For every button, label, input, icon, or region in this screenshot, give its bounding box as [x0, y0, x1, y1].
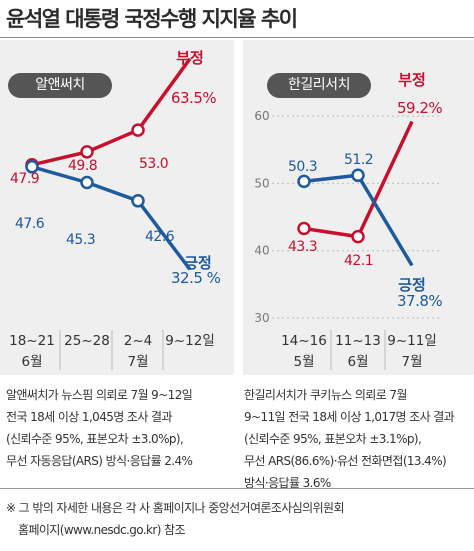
survey-note-left: 알앤써치가 뉴스핌 의뢰로 7월 9~12일 전국 18세 이상 1,045명 … [6, 384, 193, 472]
survey-note-right: 한길리서치가 쿠키뉴스 의뢰로 7월 9~11일 전국 18세 이상 1,017… [244, 384, 455, 494]
left-data-point [131, 194, 145, 208]
left-series-name: 부정 [176, 49, 204, 67]
left-x-tick-label: 18~21 [9, 333, 55, 349]
pollster-label-right: 한길리서치 [267, 73, 371, 98]
left-data-point [80, 145, 94, 159]
title-divider [0, 37, 474, 38]
left-x-tick-sublabel: 6월 [21, 354, 42, 370]
footnote-divider [0, 488, 474, 489]
left-series-line [31, 57, 192, 167]
right-data-label: 43.3 [288, 239, 317, 255]
right-data-label: 59.2% [397, 99, 442, 117]
note-line: 한길리서치가 쿠키뉴스 의뢰로 7월 [244, 388, 407, 402]
right-y-tick-label: 30 [254, 311, 269, 325]
left-data-label: 49.8 [68, 158, 97, 174]
right-x-tick-sublabel: 6월 [347, 354, 368, 370]
note-line: 알앤써치가 뉴스핌 의뢰로 7월 9~12일 [6, 388, 193, 402]
pollster-label-left: 알앤써치 [8, 73, 112, 98]
footnote: ※ 그 밖의 자세한 내용은 각 사 홈페이지나 중앙선거여론조사심의위원회 홈… [6, 497, 345, 541]
left-data-label: 42.6 [145, 229, 175, 245]
note-line: 방식·응답률 3.6% [244, 476, 331, 490]
right-data-label: 42.1 [344, 253, 373, 269]
left-data-label: 53.0 [139, 156, 168, 172]
note-line: (신뢰수준 95%, 표본오차 ±3.1%p), [244, 432, 422, 446]
right-data-point [297, 221, 311, 236]
right-data-point [351, 168, 365, 183]
left-series-line [31, 165, 192, 271]
left-x-tick-sublabel: 7월 [127, 354, 148, 370]
note-line: 전국 18세 이상 1,045명 조사 결과 [6, 410, 173, 424]
right-y-tick-label: 50 [254, 176, 269, 190]
left-data-label: 63.5% [171, 89, 216, 107]
right-data-label: 51.2 [344, 152, 373, 168]
right-series-name: 부정 [398, 71, 426, 89]
right-x-tick-label: 9~11일 [387, 333, 437, 349]
left-x-tick-label: 25~28 [64, 333, 110, 349]
footnote-line: 홈페이지(www.nesdc.go.kr) 참조 [18, 523, 185, 537]
left-data-point [80, 175, 94, 190]
right-series-name: 긍정 [398, 276, 426, 294]
note-line: (신뢰수준 95%, 표본오차 ±3.0%p), [6, 432, 184, 446]
left-data-point [25, 160, 39, 174]
right-data-point [351, 229, 365, 244]
right-x-tick-label: 14~16 [281, 333, 327, 349]
left-data-point [131, 123, 145, 137]
left-x-tick-label: 2~4 [124, 333, 153, 349]
left-series-name: 긍정 [184, 254, 212, 272]
left-data-label: 32.5 % [171, 269, 221, 287]
left-x-tick-label: 9~12일 [165, 333, 215, 349]
left-data-label: 47.9 [10, 171, 39, 187]
right-series-line [303, 173, 414, 267]
right-data-label: 37.8% [397, 292, 442, 310]
footnote-line: ※ 그 밖의 자세한 내용은 각 사 홈페이지나 중앙선거여론조사심의위원회 [6, 501, 345, 515]
note-line: 무선 자동응답(ARS) 방식·응답률 2.4% [6, 454, 193, 468]
page-title: 윤석열 대통령 국정수행 지지율 추이 [6, 7, 298, 31]
note-line: 무선 ARS(86.6%)·유선 전화면접(13.4%) [244, 454, 447, 468]
right-x-tick-sublabel: 7월 [401, 354, 422, 370]
left-data-label: 45.3 [66, 232, 95, 248]
note-line: 9~11일 전국 18세 이상 1,017명 조사 결과 [244, 410, 455, 424]
right-x-tick-label: 11~13 [335, 333, 381, 349]
right-y-tick-label: 60 [254, 109, 269, 123]
right-data-point [297, 174, 311, 189]
right-y-tick-label: 40 [254, 244, 269, 258]
left-data-label: 47.6 [15, 216, 45, 232]
right-x-tick-sublabel: 5월 [293, 354, 314, 370]
right-data-label: 50.3 [288, 159, 317, 175]
